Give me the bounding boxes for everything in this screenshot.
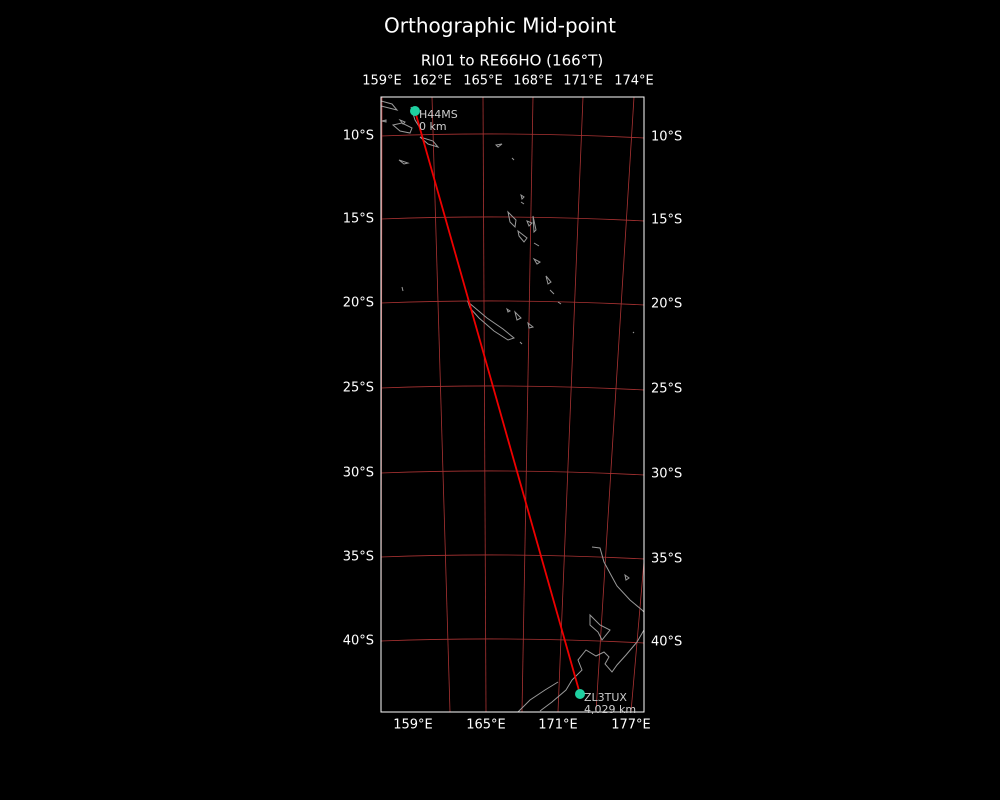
top-tick-label: 174°E [614, 74, 654, 89]
station-label: H44MS [419, 108, 458, 121]
top-tick-label: 165°E [463, 74, 503, 89]
top-tick-label: 168°E [513, 74, 553, 89]
title: Orthographic Mid-point [384, 14, 616, 38]
graticule [381, 97, 644, 712]
bottom-tick-label: 159°E [393, 718, 433, 733]
meridian [557, 97, 584, 712]
station-distance: 0 km [419, 120, 447, 133]
station-marker [575, 689, 585, 699]
top-tick-label: 171°E [563, 74, 603, 89]
subtitle: RI01 to RE66HO (166°T) [421, 52, 603, 70]
meridian [431, 97, 451, 712]
station-distance: 4,029 km [584, 703, 636, 716]
right-tick-label: 20°S [651, 297, 682, 312]
right-tick-label: 15°S [651, 213, 682, 228]
parallel [381, 554, 644, 560]
left-tick-label: 15°S [343, 212, 374, 227]
parallel [381, 470, 644, 476]
parallel [381, 385, 644, 391]
bottom-tick-label: 165°E [466, 718, 506, 733]
meridian [595, 97, 635, 712]
bottom-tick-label: 177°E [611, 718, 651, 733]
meridian [482, 97, 487, 712]
right-tick-label: 25°S [651, 382, 682, 397]
right-tick-label: 10°S [651, 130, 682, 145]
top-tick-label: 159°E [362, 74, 402, 89]
parallel [381, 216, 644, 222]
parallel [381, 133, 644, 139]
right-tick-label: 30°S [651, 467, 682, 482]
meridian [521, 97, 534, 712]
left-tick-label: 25°S [343, 381, 374, 396]
meridian [630, 556, 644, 712]
left-tick-label: 30°S [343, 466, 374, 481]
parallel [381, 300, 644, 306]
bottom-tick-label: 171°E [538, 718, 578, 733]
left-tick-label: 10°S [343, 129, 374, 144]
station-label: ZL3TUX [584, 691, 627, 704]
map-frame [380, 96, 645, 713]
top-tick-label: 162°E [412, 74, 452, 89]
map-area [381, 97, 644, 712]
left-tick-label: 40°S [343, 634, 374, 649]
parallel [381, 638, 644, 644]
route-line [414, 110, 581, 695]
station-marker [410, 106, 420, 116]
right-tick-label: 40°S [651, 635, 682, 650]
right-tick-label: 35°S [651, 552, 682, 567]
left-tick-label: 35°S [343, 550, 374, 565]
left-tick-label: 20°S [343, 296, 374, 311]
